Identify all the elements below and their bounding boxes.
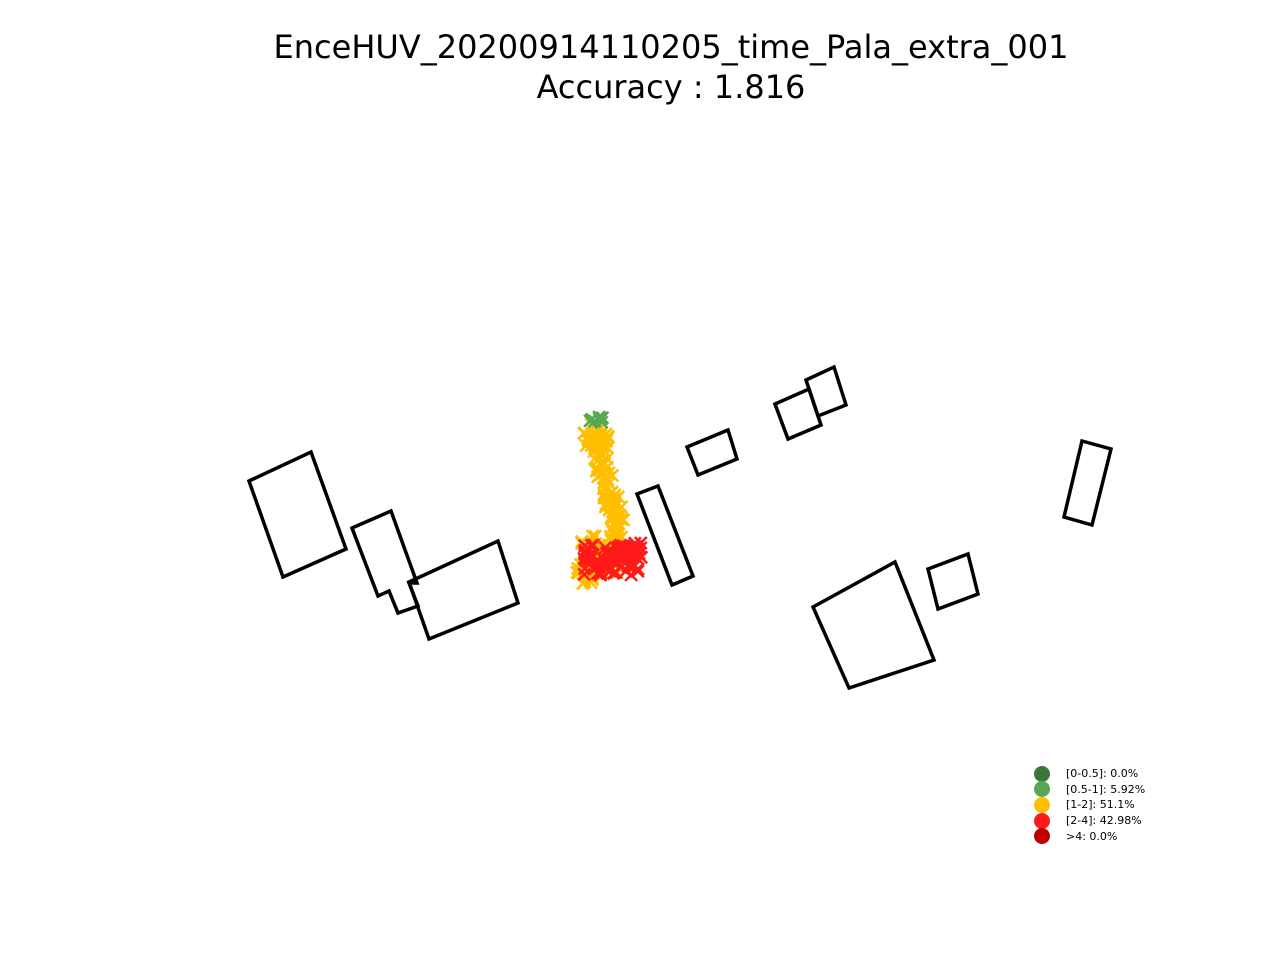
legend-label: [2-4]: 42.98% [1066,814,1142,828]
building-outline [349,508,421,616]
building-outline [803,364,849,419]
legend-item: >4: 0.0% [1030,828,1145,845]
trajectory-point [634,550,649,565]
trajectory-point [577,567,592,582]
legend-marker-icon [1034,812,1050,829]
legend-marker-icon [1034,796,1050,813]
trajectory-point [577,538,592,553]
trajectory-point [631,551,645,566]
building-outline [684,427,740,478]
trajectory-point [595,410,610,425]
legend-item: [2-4]: 42.98% [1030,812,1145,829]
building-outline [246,449,349,580]
building-outline [772,386,824,442]
trajectory-point [577,426,591,441]
trajectory-point [598,540,613,555]
trajectory-point [590,454,605,469]
building-outline [810,559,937,691]
chart-subtitle: Accuracy : 1.816 [536,68,806,106]
trajectory-point [582,434,596,449]
legend-marker-icon [1034,828,1050,845]
trajectory-point [593,568,608,582]
legend-label: [0.5-1]: 5.92% [1066,782,1146,796]
trajectory-point [597,488,612,503]
legend-label: >4: 0.0% [1066,829,1118,843]
legend-marker-icon [1034,765,1050,782]
trajectory-point [618,541,633,555]
trajectory-point [584,412,599,427]
legend: [0-0.5]: 0.0% [0.5-1]: 5.92% [1-2]: 51.1% [… [1030,765,1146,845]
trajectory-point [590,559,605,574]
trajectory-point [602,465,616,480]
trajectory-point [601,429,615,444]
legend-label: [0-0.5]: 0.0% [1066,767,1139,781]
trajectory-point [618,564,633,578]
legend-item: [0.5-1]: 5.92% [1030,781,1146,798]
building-outline [634,483,696,588]
trajectory-point [578,543,592,558]
trajectory-point [629,539,644,554]
legend-label: [1-2]: 51.1% [1066,798,1135,812]
building-outline [406,538,521,642]
chart-title: EnceHUV_20200914110205_time_Pala_extra_0… [273,28,1069,66]
legend-marker-icon [1034,781,1050,798]
building-outline [925,551,981,612]
legend-item: [0-0.5]: 0.0% [1030,765,1145,782]
legend-item: [1-2]: 51.1% [1030,796,1145,813]
trajectory-point [589,555,604,569]
building-outline [1061,438,1114,528]
trajectory-point [592,410,607,424]
